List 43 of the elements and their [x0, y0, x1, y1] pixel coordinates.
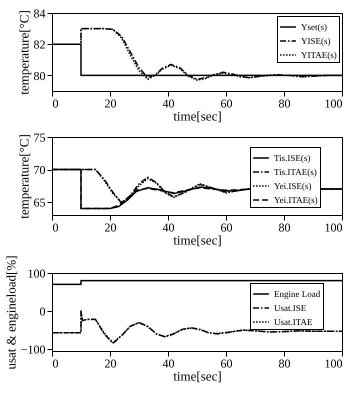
legend-label: Usat.ITAE — [274, 317, 314, 327]
x-tick-label: 20 — [104, 96, 116, 110]
y-tick-label: −100 — [20, 342, 46, 357]
x-tick-label: 60 — [220, 220, 232, 234]
x-tick-label: 40 — [162, 96, 174, 110]
legend-label: Yei.ITAE(s) — [274, 195, 318, 205]
y-axis-title: temperature[°C] — [16, 10, 32, 95]
x-tick-label: 80 — [278, 356, 290, 370]
legend-label: Tis.ISE(s) — [274, 153, 310, 163]
x-tick-label: 80 — [278, 220, 290, 234]
legend-label: Yei.ISE(s) — [274, 181, 312, 191]
legend-label: Tis.ITAE(s) — [274, 167, 317, 177]
y-axis-title: usat & engineload[%] — [4, 255, 19, 370]
y-tick-label: 100 — [28, 266, 46, 280]
y-tick-label: 0 — [40, 304, 46, 319]
x-axis-title: time[sec] — [173, 232, 222, 248]
legend-label: Yset(s) — [301, 22, 327, 32]
y-axis-title: temperature[°C] — [16, 134, 32, 219]
x-tick-label: 60 — [220, 96, 232, 110]
x-tick-label: 100 — [324, 220, 342, 234]
x-tick-label: 100 — [324, 356, 342, 370]
x-axis-title: time[sec] — [173, 368, 222, 384]
x-tick-label: 0 — [52, 356, 58, 370]
x-tick-label: 60 — [220, 356, 232, 370]
y-tick-label: 75 — [34, 130, 46, 144]
y-tick-label: 65 — [34, 196, 46, 210]
text: Usat.ISE — [274, 303, 307, 313]
x-tick-label: 40 — [162, 356, 174, 370]
x-tick-label: 100 — [324, 96, 342, 110]
series-label: Engine Load — [274, 289, 321, 299]
x-tick-label: 80 — [278, 96, 290, 110]
y-tick-label: 80 — [34, 68, 46, 83]
x-tick-label: 0 — [52, 220, 58, 234]
x-axis-title: time[sec] — [173, 108, 222, 124]
legend-label: YISE(s) — [301, 36, 330, 46]
x-tick-label: 20 — [104, 356, 116, 370]
legend-label: YITAE(s) — [301, 50, 337, 60]
y-tick-label: 84 — [34, 6, 46, 20]
y-tick-label: 70 — [34, 163, 46, 177]
x-tick-label: 0 — [52, 96, 58, 110]
y-tick-label: 82 — [34, 38, 46, 52]
x-tick-label: 20 — [104, 220, 116, 234]
x-tick-label: 40 — [162, 220, 174, 234]
